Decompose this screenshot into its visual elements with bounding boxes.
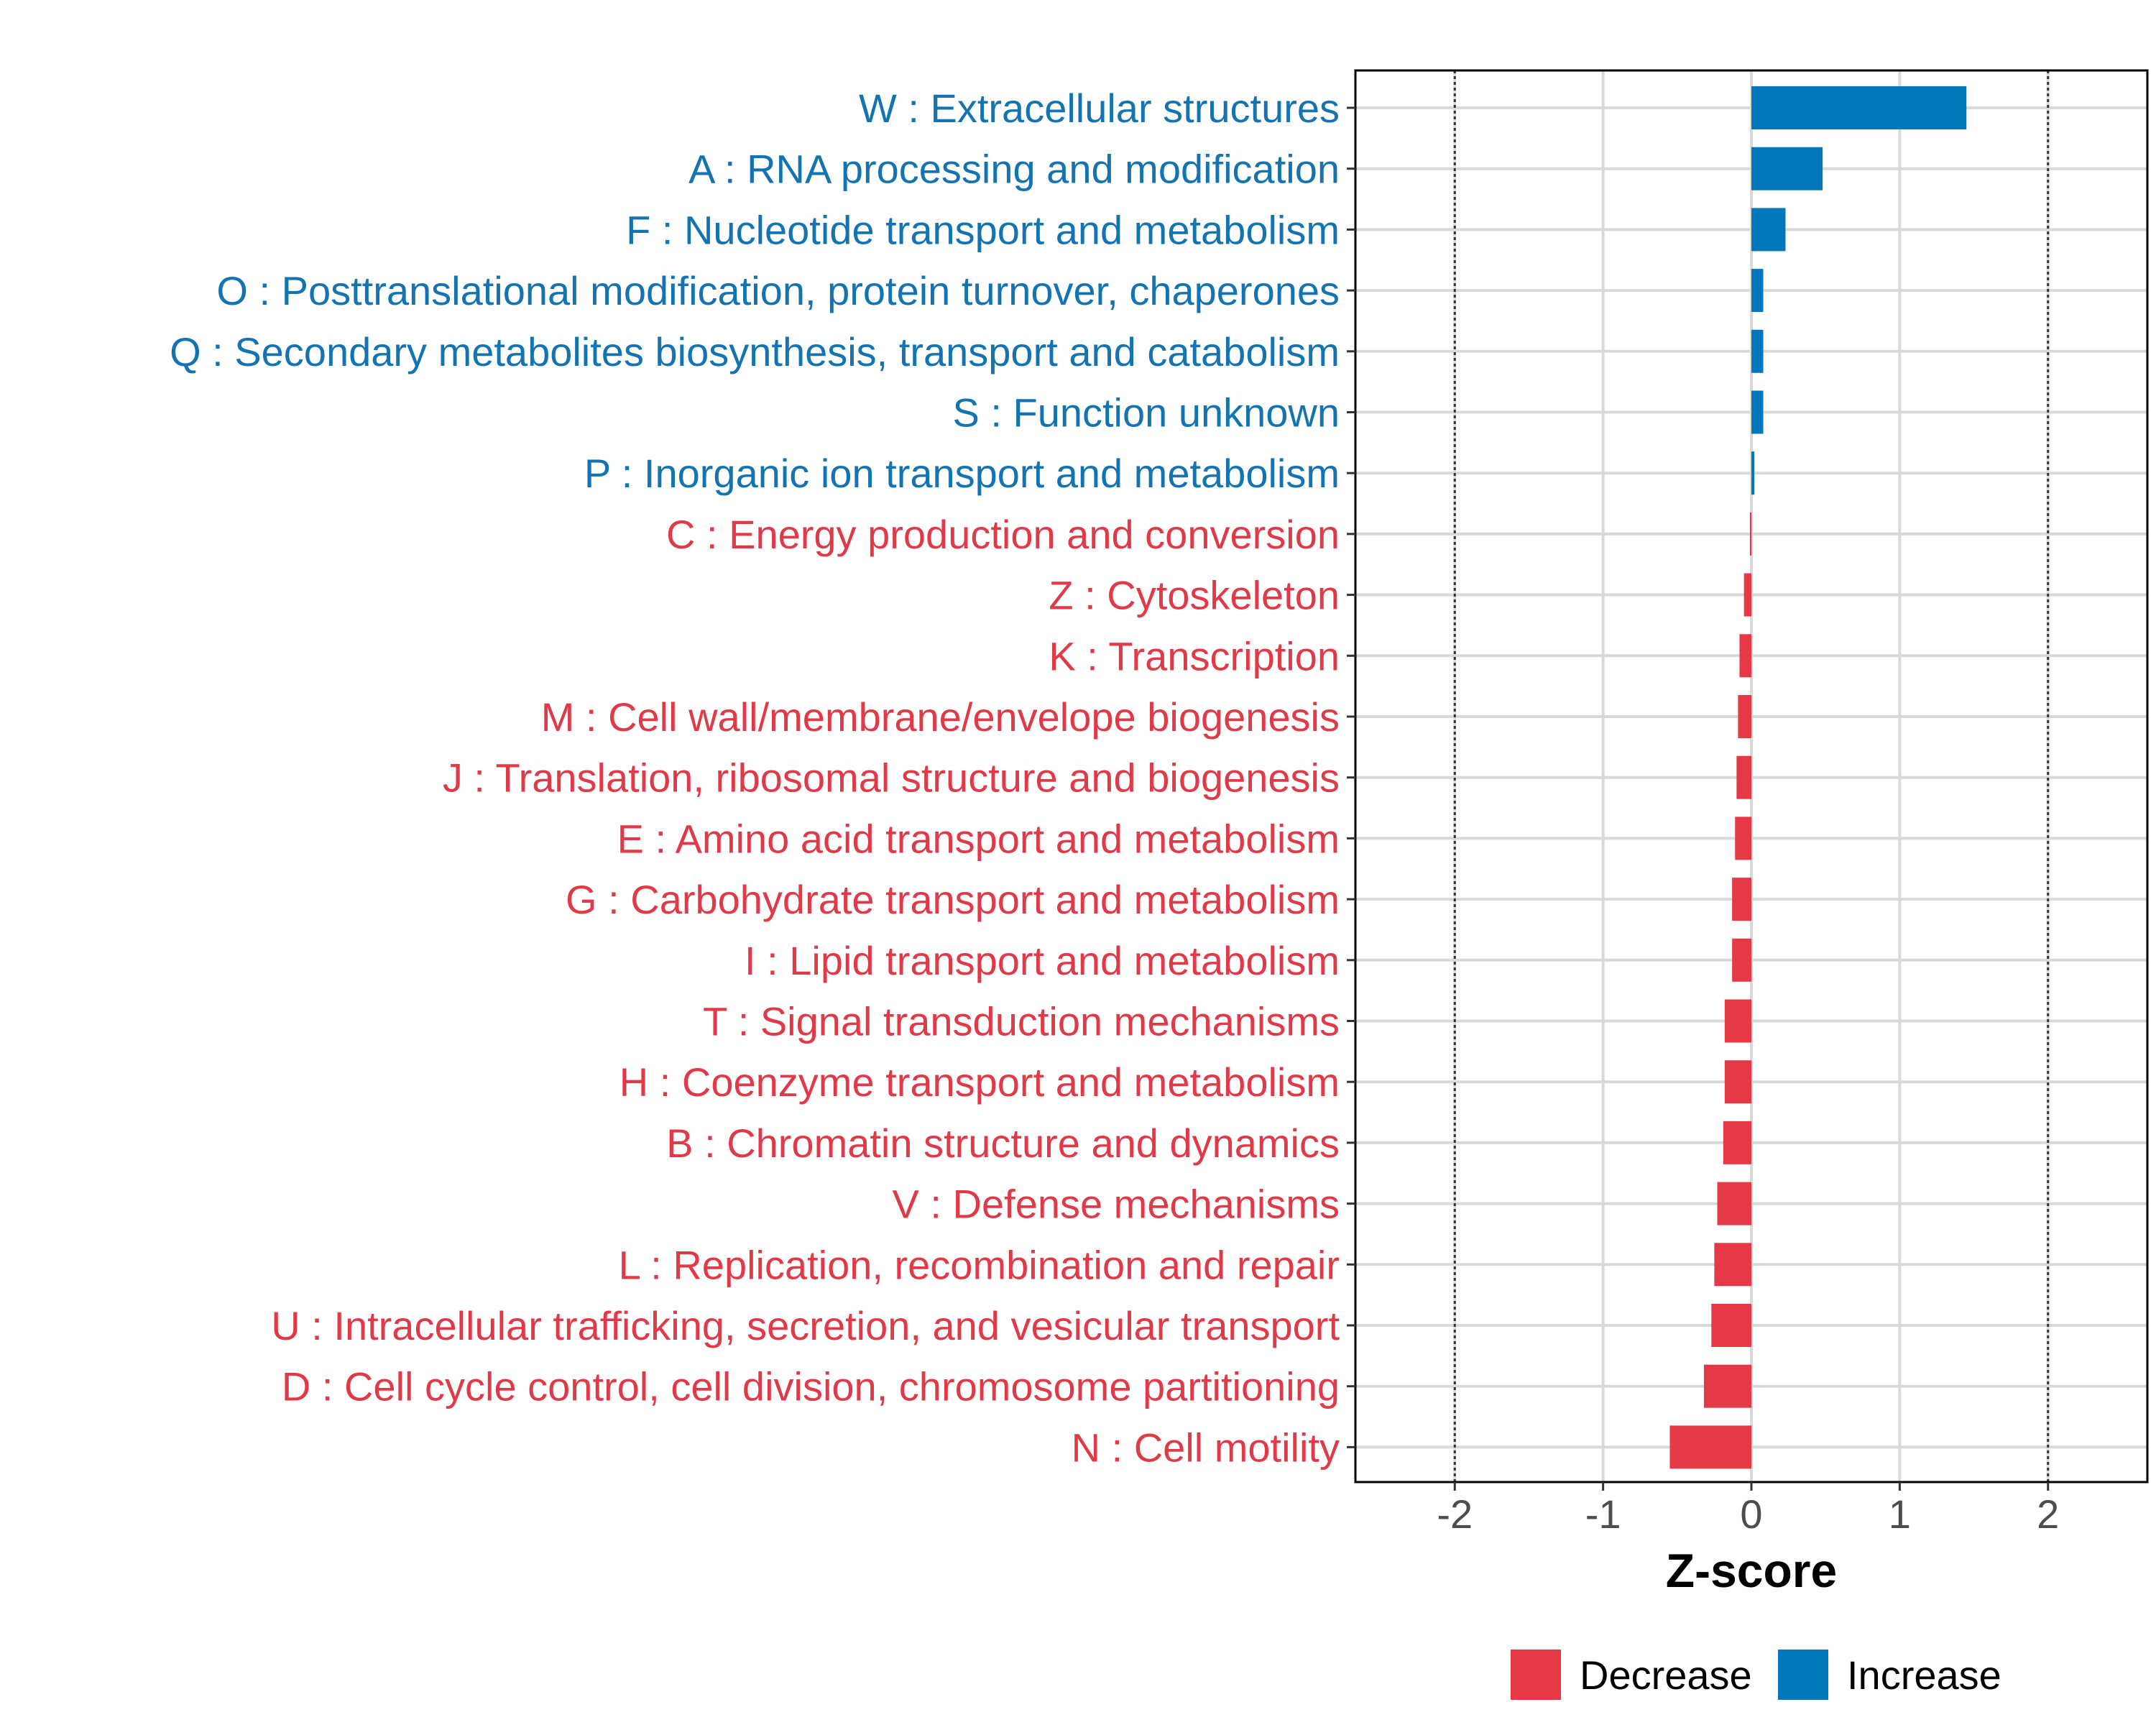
category-label: G : Carbohydrate transport and metabolis…	[566, 877, 1340, 922]
bar	[1736, 755, 1751, 799]
category-label: H : Coenzyme transport and metabolism	[619, 1059, 1340, 1105]
x-tick-label: -1	[1585, 1491, 1621, 1537]
category-label: W : Extracellular structures	[859, 86, 1340, 131]
category-label: T : Signal transduction mechanisms	[703, 999, 1340, 1044]
category-label: K : Transcription	[1049, 633, 1340, 678]
category-label: O : Posttranslational modification, prot…	[216, 268, 1340, 313]
bar	[1711, 1304, 1751, 1347]
category-label: L : Replication, recombination and repai…	[619, 1242, 1340, 1287]
category-label: A : RNA processing and modification	[688, 147, 1340, 192]
x-tick-label: -2	[1437, 1491, 1473, 1537]
category-label: C : Energy production and conversion	[666, 512, 1340, 557]
bar	[1669, 1425, 1751, 1469]
legend-label: Increase	[1847, 1652, 2001, 1698]
bar	[1724, 999, 1751, 1043]
y-axis-category-labels: W : Extracellular structures A : RNA proc…	[170, 86, 1340, 1470]
bar	[1723, 1121, 1751, 1164]
category-label: S : Function unknown	[952, 390, 1340, 436]
bar	[1751, 329, 1764, 373]
category-label: D : Cell cycle control, cell division, c…	[282, 1364, 1340, 1409]
bar	[1749, 512, 1751, 556]
bar	[1751, 390, 1764, 434]
category-label: I : Lipid transport and metabolism	[745, 938, 1340, 983]
x-axis-ticks: -2 -1 0 1 2	[1437, 1482, 2059, 1537]
bar	[1751, 269, 1764, 313]
legend-swatch	[1778, 1650, 1828, 1700]
category-label: F : Nucleotide transport and metabolism	[626, 207, 1340, 252]
bar	[1751, 86, 1967, 129]
x-axis-title: Z-score	[1666, 1544, 1837, 1597]
category-label: J : Translation, ribosomal structure and…	[443, 755, 1340, 801]
bar	[1751, 147, 1823, 190]
category-label: B : Chromatin structure and dynamics	[666, 1121, 1340, 1166]
x-tick-label: 2	[2037, 1491, 2059, 1537]
category-label: N : Cell motility	[1072, 1425, 1340, 1470]
category-label: Q : Secondary metabolites biosynthesis, …	[170, 329, 1340, 374]
bar	[1717, 1182, 1751, 1225]
category-label: V : Defense mechanisms	[893, 1182, 1340, 1227]
bars	[1669, 86, 1967, 1469]
bar	[1743, 573, 1751, 617]
bar	[1738, 695, 1751, 738]
bar	[1732, 878, 1751, 921]
bar	[1714, 1243, 1751, 1287]
bar	[1703, 1364, 1751, 1408]
y-axis-ticks	[1347, 106, 1355, 1448]
bar	[1732, 938, 1751, 982]
x-tick-label: 0	[1740, 1491, 1762, 1537]
x-tick-label: 1	[1889, 1491, 1911, 1537]
bar	[1724, 1060, 1751, 1104]
category-label: M : Cell wall/membrane/envelope biogenes…	[541, 694, 1340, 740]
category-label: E : Amino acid transport and metabolism	[617, 816, 1340, 861]
category-label: P : Inorganic ion transport and metaboli…	[584, 451, 1340, 496]
legend-label: Decrease	[1580, 1652, 1752, 1698]
bar	[1735, 816, 1751, 860]
bar	[1751, 451, 1755, 495]
bar	[1739, 634, 1751, 678]
category-label: U : Intracellular trafficking, secretion…	[271, 1303, 1340, 1348]
legend: Decrease Increase	[1511, 1650, 2001, 1700]
category-label: Z : Cytoskeleton	[1049, 573, 1340, 618]
legend-swatch	[1511, 1650, 1561, 1700]
bar	[1751, 208, 1786, 252]
